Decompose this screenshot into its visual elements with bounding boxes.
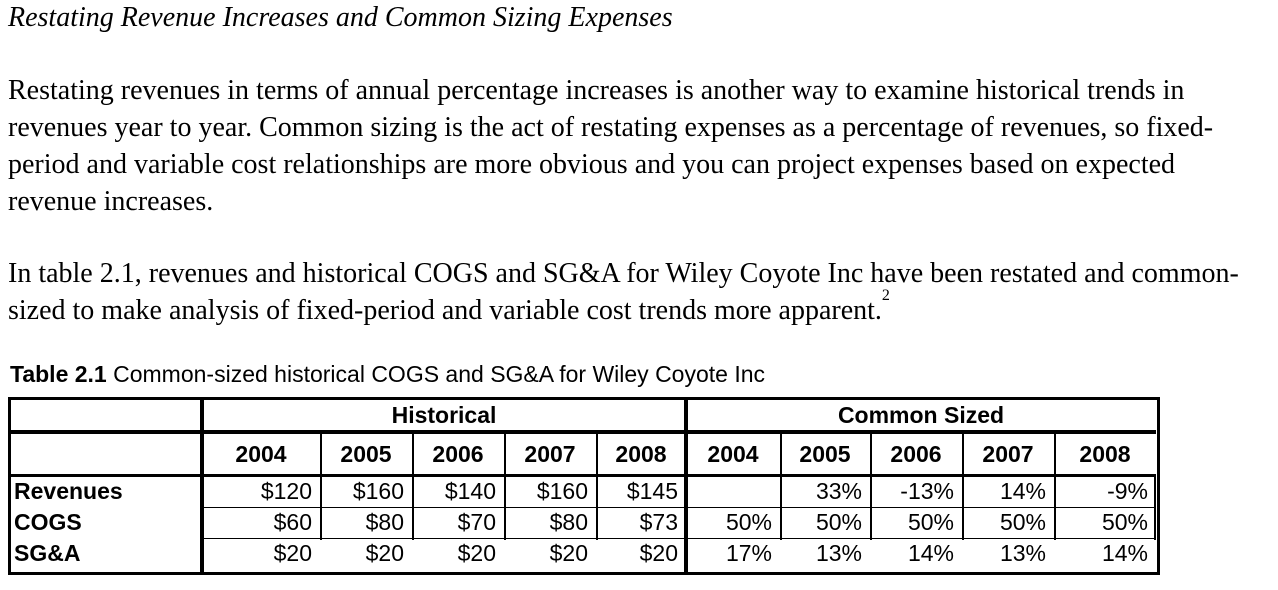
- year-header-divider: [320, 434, 322, 474]
- group-header-rule: [11, 430, 1156, 434]
- table-cell: $160: [536, 478, 588, 504]
- historical-group-header: Historical: [391, 402, 497, 428]
- table-cell: 14%: [1101, 540, 1148, 566]
- row-rule: [688, 538, 1154, 539]
- table-cell: $160: [352, 478, 404, 504]
- value-divider: [780, 476, 782, 540]
- year-header: 2007: [524, 441, 576, 467]
- table-caption-text: Common-sized historical COGS and SG&A fo…: [106, 361, 766, 387]
- table-cell: $120: [260, 478, 312, 504]
- table-intro-text: In table 2.1, revenues and historical CO…: [8, 258, 1239, 326]
- table-cell: 50%: [815, 509, 862, 535]
- row-rule: [688, 507, 1154, 508]
- intro-paragraph: Restating revenues in terms of annual pe…: [8, 75, 1214, 217]
- table-cell: 14%: [999, 478, 1046, 504]
- table-cell: $80: [549, 509, 588, 535]
- year-header-divider: [870, 434, 872, 474]
- year-header-divider: [504, 434, 506, 474]
- year-header: 2005: [340, 441, 392, 467]
- year-header-divider: [596, 434, 598, 474]
- table-intro-paragraph: In table 2.1, revenues and historical CO…: [8, 255, 1270, 329]
- table-cell: -13%: [900, 478, 954, 504]
- year-header-divider: [962, 434, 964, 474]
- year-header: 2005: [799, 441, 851, 467]
- row-label: SG&A: [14, 540, 81, 566]
- year-header-divider: [412, 434, 414, 474]
- value-divider: [412, 476, 414, 540]
- table-cell: $20: [365, 540, 404, 566]
- table-cell: 17%: [725, 540, 772, 566]
- value-divider: [504, 476, 506, 540]
- footnote-marker: 2: [881, 287, 890, 304]
- row-rule: [204, 507, 684, 508]
- section-heading: Restating Revenue Increases and Common S…: [8, 2, 673, 33]
- row-label: Revenues: [14, 478, 123, 504]
- table-cell: -9%: [1107, 478, 1148, 504]
- table-caption: Table 2.1 Common-sized historical COGS a…: [10, 360, 765, 388]
- table-cell: $70: [457, 509, 496, 535]
- label-column-divider: [200, 400, 204, 572]
- table-cell: 14%: [907, 540, 954, 566]
- year-header: 2004: [707, 441, 759, 467]
- table-cell: $20: [457, 540, 496, 566]
- row-label: COGS: [14, 509, 82, 535]
- table-cell: 33%: [815, 478, 862, 504]
- common-sized-group-header: Common Sized: [837, 402, 1005, 428]
- table-cell: 50%: [907, 509, 954, 535]
- value-divider: [320, 476, 322, 540]
- table-cell: 13%: [815, 540, 862, 566]
- row-rule: [204, 538, 684, 539]
- table-cell: 50%: [999, 509, 1046, 535]
- table-cell: $60: [273, 509, 312, 535]
- table-cell: $73: [639, 509, 678, 535]
- table-cell: 50%: [725, 509, 772, 535]
- year-header: 2006: [432, 441, 484, 467]
- table-cell: $20: [639, 540, 678, 566]
- year-header-divider: [1054, 434, 1056, 474]
- year-header: 2006: [890, 441, 942, 467]
- year-header-divider: [780, 434, 782, 474]
- table-cell: $20: [273, 540, 312, 566]
- common-sized-table: Historical Common Sized 2004 2005 2006 2007 20…: [8, 397, 1160, 575]
- group-divider: [684, 400, 688, 572]
- year-header: 2008: [1079, 441, 1131, 467]
- year-header: 2004: [235, 441, 287, 467]
- value-divider: [596, 476, 598, 540]
- table-cell: $140: [444, 478, 496, 504]
- year-header: 2008: [615, 441, 667, 467]
- table-cell: 50%: [1101, 509, 1148, 535]
- value-divider: [1154, 476, 1156, 540]
- table-caption-label: Table 2.1: [10, 361, 107, 387]
- table-cell: $20: [549, 540, 588, 566]
- value-divider: [870, 476, 872, 540]
- table-cell: 13%: [999, 540, 1046, 566]
- table-cell: $80: [365, 509, 404, 535]
- value-divider: [962, 476, 964, 540]
- year-header: 2007: [982, 441, 1034, 467]
- year-header-rule: [11, 474, 1156, 477]
- value-divider: [1054, 476, 1056, 540]
- table-cell: $145: [626, 478, 678, 504]
